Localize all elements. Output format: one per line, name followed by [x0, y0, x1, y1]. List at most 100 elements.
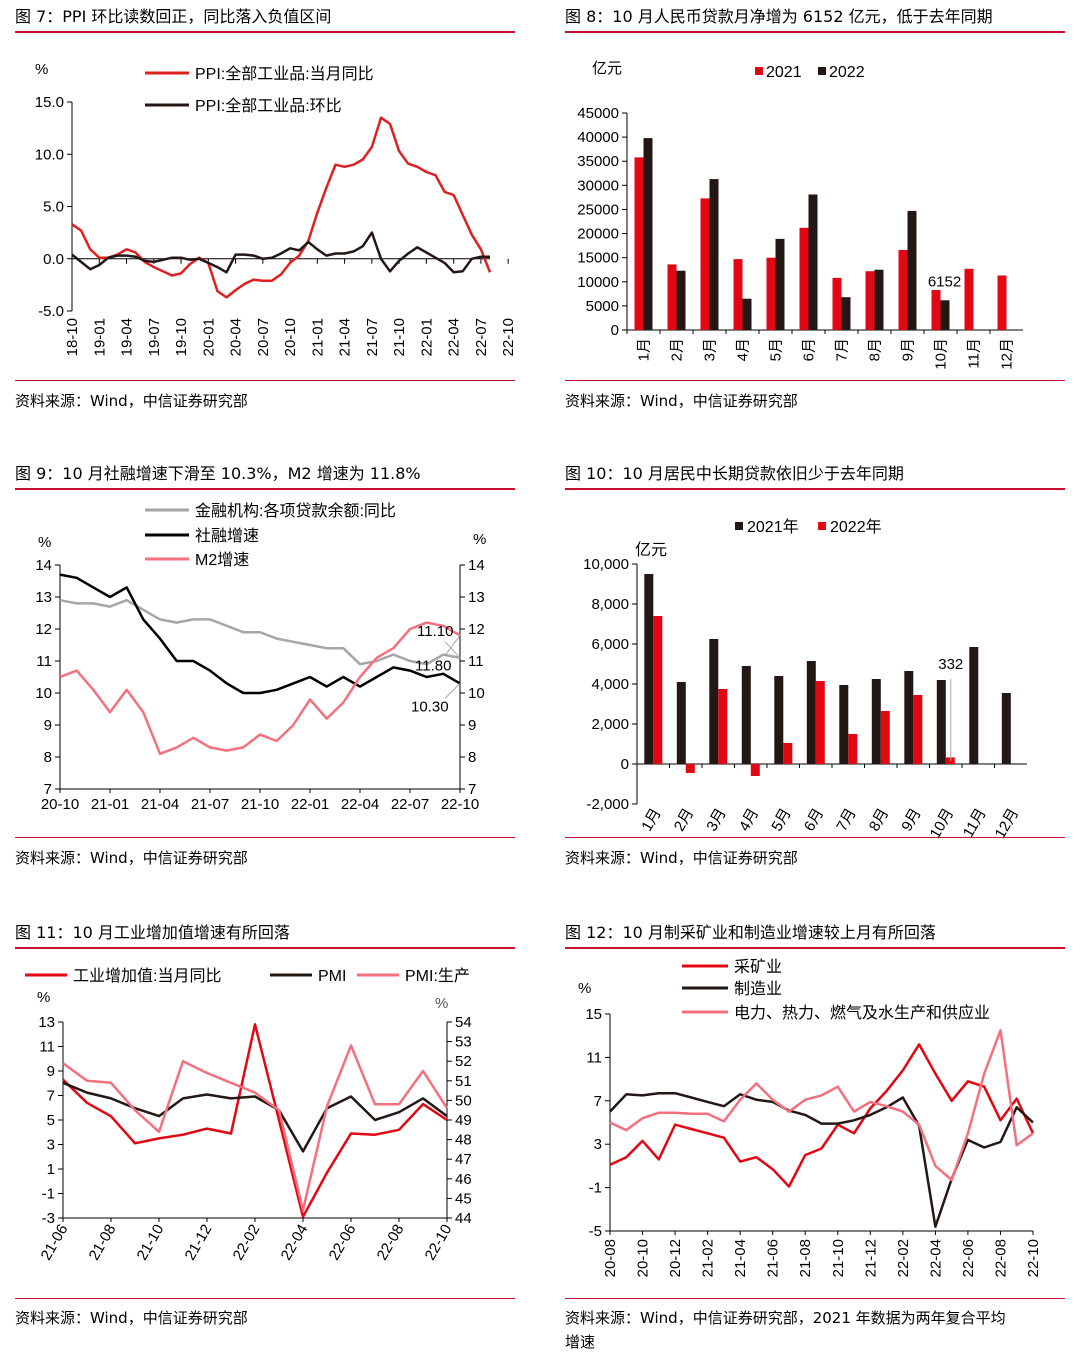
y2-tick-label: 14	[468, 557, 485, 574]
series-line-2	[609, 1091, 1034, 1228]
bar-2021年-1月	[644, 574, 654, 764]
annotation-m2: 11.80	[415, 657, 451, 674]
legend-label-2022: 2022年	[830, 518, 882, 536]
legend-swatch-2022	[818, 67, 826, 75]
x-tick-label: 21-04	[732, 1239, 749, 1277]
x-tick-label: 7月	[834, 338, 851, 361]
bar-2022年-3月	[718, 689, 728, 764]
y-tick-label: 1	[47, 1161, 55, 1178]
x-tick-label: 20-01	[200, 318, 217, 356]
legend-item-2-label: PMI	[318, 968, 346, 985]
bar-2021年-5月	[774, 676, 784, 764]
y-tick-label: 14	[35, 557, 52, 574]
bar-2022年-8月	[880, 711, 890, 764]
x-tick-label: 21-08	[86, 1222, 120, 1264]
legend-label-2022: 2022	[829, 64, 865, 81]
x-tick-label: 10月	[933, 338, 950, 370]
y2-tick-label: 52	[455, 1053, 472, 1070]
panel-fig10: 图 10：10 月居民中长期贷款依旧少于去年同期 亿元 -2,000 0 2,000 4…	[565, 464, 1065, 874]
x-tick-label: 5月	[768, 338, 785, 361]
x-tick-label: 19-07	[146, 318, 163, 356]
bar-2022-1月	[643, 138, 653, 330]
x-tick-label: 22-10	[422, 1222, 456, 1264]
x-tick-label: 21-07	[191, 796, 229, 813]
bar-2021-7月	[832, 277, 842, 330]
y-unit-label: 亿元	[592, 60, 622, 77]
y-tick-label: 7	[44, 781, 52, 798]
legend-item-3-label: PMI:生产	[405, 967, 470, 985]
x-tick-label: 22-04	[341, 796, 379, 813]
data-label-oct-2022: 332	[938, 656, 963, 673]
legend-label-2021: 2021	[766, 64, 802, 81]
y-tick-label: 0.0	[43, 251, 64, 268]
y-tick-label: -1	[42, 1186, 55, 1203]
x-tick-label: 21-08	[797, 1239, 814, 1277]
legend-item-1-label: 采矿业	[734, 958, 782, 976]
bar-2021-6月	[799, 227, 809, 330]
bar-2021-4月	[733, 259, 743, 330]
legend-item-3-label: 电力、热力、燃气及水生产和供应业	[734, 1003, 990, 1022]
x-tick-label: 22-10	[1025, 1239, 1042, 1277]
y-tick-label: 11	[39, 1039, 55, 1056]
legend-swatch-2021	[755, 67, 763, 75]
bar-2021年-2月	[676, 682, 686, 764]
panel-fig12: 图 12：10 月制采矿业和制造业增速较上月有所回落 % -5 -1 3 7 11 15 20…	[565, 923, 1065, 1363]
bar-2022年-4月	[750, 764, 760, 776]
y2-unit-label: %	[435, 995, 448, 1012]
x-tick-label: 22-07	[391, 796, 429, 813]
y-tick-label: 11	[36, 653, 52, 670]
panel-title: 图 11：10 月工业增加值增速有所回落	[15, 923, 290, 942]
y-tick-label: 5.0	[43, 199, 64, 216]
x-tick-label: 20-04	[228, 318, 245, 356]
y2-tick-label: 11	[468, 653, 484, 670]
x-tick-label: 7月	[833, 806, 859, 835]
x-tick-label: 21-06	[38, 1222, 72, 1264]
x-tick-label: 4月	[735, 338, 752, 361]
x-tick-label: 22-10	[500, 318, 517, 356]
bar-2022年-5月	[783, 743, 793, 764]
x-tick-label: 19-10	[173, 318, 190, 356]
x-tick-label: 20-10	[41, 796, 79, 813]
y2-tick-label: 13	[468, 589, 485, 606]
panel-source: 资料来源：Wind，中信证券研究部，2021 年数据为两年复合平均	[565, 1309, 1006, 1327]
bar-2021-1月	[634, 157, 644, 330]
x-tick-label: 6月	[801, 338, 818, 361]
industrial-value-chart: % %-3-1135791113444546474849505152535421-…	[25, 967, 472, 1264]
y-tick-label: 15000	[577, 250, 619, 267]
panel-source: 资料来源：Wind，中信证券研究部	[15, 392, 248, 410]
y-tick-label: -2,000	[586, 796, 629, 813]
y2-tick-label: 12	[468, 621, 485, 638]
y-tick-label: 5	[47, 1112, 55, 1129]
annotation-leader-2	[444, 635, 461, 656]
y-tick-label: 30000	[577, 177, 619, 194]
x-tick-label: 3月	[703, 806, 729, 835]
x-tick-label: 22-02	[895, 1239, 912, 1277]
series-line-2	[71, 231, 490, 274]
x-tick-label: 21-12	[862, 1239, 879, 1277]
bar-2022-7月	[841, 297, 851, 330]
y2-unit-label: %	[473, 531, 486, 548]
legend-item-1-label: 工业增加值:当月同比	[73, 967, 221, 985]
loan-bar-chart: 亿元 0 5000 10000 15000 20000 25000 30000 35000 400…	[577, 60, 1023, 370]
y-tick-label: 40000	[577, 129, 619, 146]
x-tick-label: 22-02	[230, 1222, 264, 1264]
bar-2022-3月	[709, 179, 719, 330]
x-tick-label: 11月	[960, 806, 990, 841]
bar-2021-11月	[964, 268, 974, 330]
x-tick-label: 2月	[669, 338, 686, 361]
x-tick-label: 20-12	[667, 1239, 684, 1277]
y-tick-label: 10.0	[35, 146, 64, 163]
x-tick-label: 22-04	[278, 1222, 312, 1264]
bar-2021年-6月	[806, 661, 816, 764]
series-line-1	[59, 598, 461, 666]
y-tick-label: 0	[621, 756, 629, 773]
y2-tick-label: 46	[455, 1171, 472, 1188]
x-tick-label: 2月	[671, 806, 697, 835]
data-label-oct-2022: 6152	[928, 273, 961, 290]
bar-2021-3月	[700, 198, 710, 330]
bar-2021-2月	[667, 264, 677, 330]
series-line-3	[609, 1029, 1034, 1182]
x-tick-label: 19-01	[91, 318, 108, 356]
legend-swatch-2022	[818, 522, 826, 530]
x-tick-label: 19-04	[119, 318, 136, 356]
